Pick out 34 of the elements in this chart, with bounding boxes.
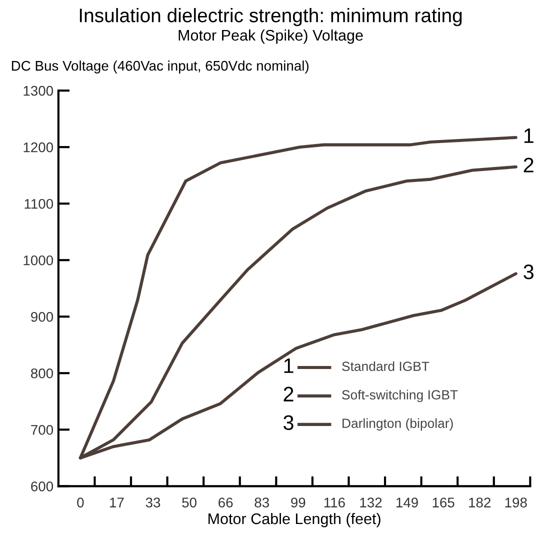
y-tick-label: 1100 — [24, 198, 54, 209]
x-tick-label: 116 — [324, 498, 345, 508]
x-tick-label: 50 — [182, 498, 196, 508]
x-tick-label: 182 — [469, 498, 490, 508]
x-tick-label: 198 — [505, 498, 527, 508]
annotation: 1 — [524, 128, 534, 143]
annotation: 3 — [524, 264, 534, 280]
legend-label: Soft-switching IGBT — [342, 390, 458, 402]
y-tick-label: 1000 — [24, 255, 54, 266]
x-tick-label: 33 — [146, 498, 160, 508]
x-tick-label: 0 — [77, 498, 84, 508]
y-tick-label: 600 — [31, 481, 54, 492]
y-tick-label: 900 — [31, 312, 54, 322]
text: 1 — [284, 358, 294, 373]
chart-title: Insulation dielectric strength: minimum rating — [80, 8, 462, 26]
y-axis-title: DC Bus Voltage (460Vac input, 650Vdc nominal) — [12, 60, 308, 74]
x-axis-title: Motor Cable Length (feet) — [208, 512, 380, 528]
x-tick-label: 165 — [432, 498, 454, 508]
x-tick-label: 132 — [360, 498, 382, 508]
x-tick-label: 99 — [291, 498, 306, 508]
text: 2 — [284, 386, 294, 402]
x-tick-label: 17 — [110, 498, 124, 508]
y-tick-label: 700 — [31, 424, 54, 435]
x-tick-label: 83 — [254, 498, 269, 508]
y-tick-label: 1300 — [24, 86, 54, 96]
annotation: 2 — [524, 158, 534, 172]
x-tick-label: 149 — [396, 498, 418, 508]
text: 3 — [284, 415, 294, 430]
y-tick-label: 800 — [31, 368, 54, 378]
y-tick-label: 1200 — [24, 142, 54, 152]
chart-subtitle: Motor Peak (Spike) Voltage — [178, 29, 363, 44]
legend-label: Standard IGBT — [342, 361, 430, 372]
x-tick-label: 66 — [218, 498, 233, 508]
legend-label: Darlington (bipolar) — [342, 418, 453, 431]
